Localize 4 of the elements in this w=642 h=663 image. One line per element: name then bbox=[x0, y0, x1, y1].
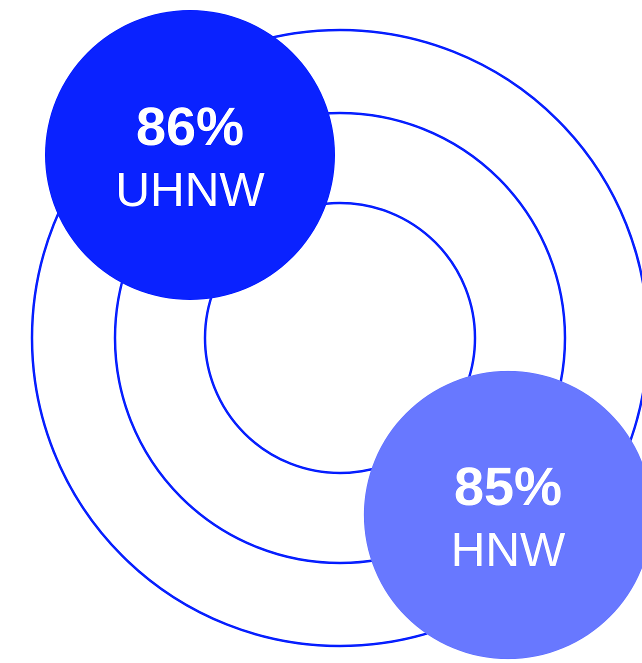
data-label: 86% bbox=[136, 96, 244, 157]
data-label: 85% bbox=[454, 456, 562, 517]
category-label: HNW bbox=[450, 524, 566, 578]
category-label: UHNW bbox=[115, 164, 266, 218]
